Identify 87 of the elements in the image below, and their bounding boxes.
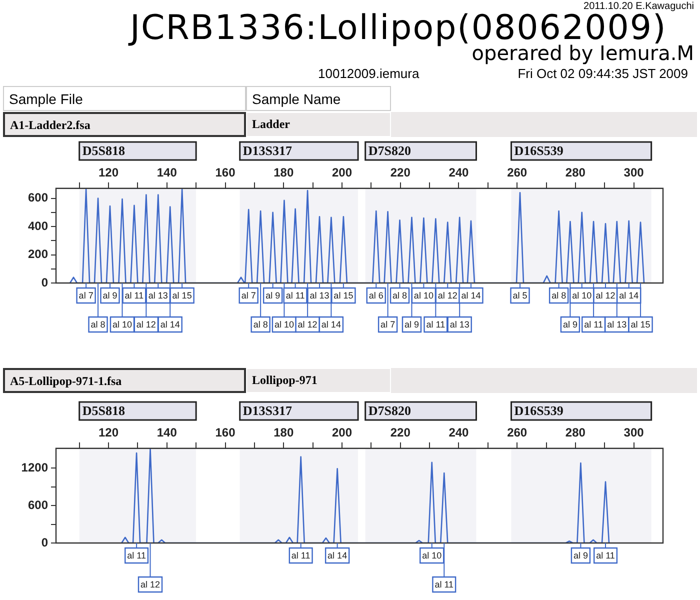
annotation: al 11 xyxy=(584,319,603,330)
annotation: al 11 xyxy=(596,550,615,560)
x-tick-label: 140 xyxy=(156,166,178,180)
annotation: al 7 xyxy=(78,290,94,300)
x-tick-label: 200 xyxy=(332,166,352,180)
x-tick-label: 120 xyxy=(98,426,119,440)
x-tick-label: 160 xyxy=(215,166,236,180)
annotation: al 14 xyxy=(328,550,348,560)
y-tick-label: 600 xyxy=(28,190,48,205)
annotation: al 9 xyxy=(266,290,280,300)
annotation: al 9 xyxy=(562,319,578,330)
annotation: al 9 xyxy=(102,290,118,300)
annotation: al 11 xyxy=(426,319,446,330)
band-label: D16S539 xyxy=(514,402,564,418)
text: Sample File xyxy=(3,86,246,111)
annotation: al 8 xyxy=(90,319,106,330)
annotation: al 15 xyxy=(172,290,192,300)
annotation: al 10 xyxy=(572,290,592,300)
x-tick-label: 240 xyxy=(448,426,470,440)
x-tick-label: 280 xyxy=(565,426,586,440)
x-tick-label: 300 xyxy=(624,166,644,180)
band-label: D7S820 xyxy=(368,402,411,418)
x-tick-label: 160 xyxy=(215,426,236,440)
annotation: al 10 xyxy=(112,319,132,330)
annotation: al 9 xyxy=(573,550,588,560)
annotation: al 11 xyxy=(434,579,454,590)
annotation: al 12 xyxy=(136,319,156,330)
annotation: al 12 xyxy=(596,290,616,300)
x-tick-label: 180 xyxy=(274,426,294,440)
x-tick-label: 260 xyxy=(507,166,528,180)
annotation: al 12 xyxy=(298,319,318,330)
x-tick-label: 200 xyxy=(332,426,352,440)
band-label: D5S818 xyxy=(82,402,126,418)
y-tick-label: 0 xyxy=(41,275,48,290)
annotation: al 13 xyxy=(607,319,627,330)
annotation: al 6 xyxy=(368,290,384,300)
annotation: al 7 xyxy=(241,290,256,300)
y-tick-label: 400 xyxy=(28,218,48,233)
text: 10012009.iemura xyxy=(318,66,420,81)
x-tick-label: 180 xyxy=(274,166,294,180)
annotation: al 8 xyxy=(552,290,566,300)
annotation: al 11 xyxy=(286,290,305,300)
x-tick-label: 220 xyxy=(390,166,411,180)
annotation: al 9 xyxy=(404,319,419,330)
x-tick-label: 280 xyxy=(565,166,586,180)
annotation: al 13 xyxy=(148,290,168,300)
x-tick-label: 240 xyxy=(448,166,470,180)
annotation: al 11 xyxy=(291,550,310,560)
x-tick-label: 260 xyxy=(507,426,528,440)
band-label: D13S317 xyxy=(242,402,292,418)
text: A1-Ladder2.fsa xyxy=(3,112,246,137)
x-tick-label: 300 xyxy=(624,426,644,440)
y-tick-label: 200 xyxy=(28,247,48,262)
annotation: al 10 xyxy=(274,319,294,330)
band-label: D16S539 xyxy=(514,142,564,158)
annotation: al 8 xyxy=(392,290,408,300)
text: Ladder xyxy=(246,112,391,137)
annotation: al 14 xyxy=(461,290,481,300)
band-label: D13S317 xyxy=(242,142,292,158)
annotation: al 7 xyxy=(380,319,396,330)
annotation: al 13 xyxy=(310,290,330,300)
annotation: al 12 xyxy=(438,290,458,300)
annotation: al 5 xyxy=(512,290,528,300)
annotation: al 12 xyxy=(140,579,160,590)
y-tick-label: 600 xyxy=(28,498,48,512)
annotation: al 11 xyxy=(124,290,144,300)
x-tick-label: 120 xyxy=(98,166,119,180)
annotation: al 10 xyxy=(422,550,442,560)
annotation: al 15 xyxy=(334,290,354,300)
annotation: al 15 xyxy=(630,319,650,330)
band-label: D7S820 xyxy=(368,142,411,158)
x-tick-label: 140 xyxy=(156,426,178,440)
y-tick-label: 0 xyxy=(41,535,48,550)
y-tick-label: 1200 xyxy=(21,460,48,474)
annotation: al 10 xyxy=(414,290,434,300)
annotation: al 14 xyxy=(619,290,639,300)
band-label: D5S818 xyxy=(82,142,126,158)
x-tick-label: 220 xyxy=(390,426,411,440)
text: Sample Name xyxy=(246,86,391,111)
annotation: al 11 xyxy=(127,550,146,560)
annotation: al 14 xyxy=(321,319,341,330)
text: Fri Oct 02 09:44:35 JST 2009 xyxy=(518,66,688,81)
text: A5-Lollipop-971-1.fsa xyxy=(3,368,246,393)
text: Lollipop-971 xyxy=(246,368,391,393)
annotation: al 8 xyxy=(253,319,268,330)
annotation: al 13 xyxy=(450,319,470,330)
annotation: al 14 xyxy=(160,319,180,330)
